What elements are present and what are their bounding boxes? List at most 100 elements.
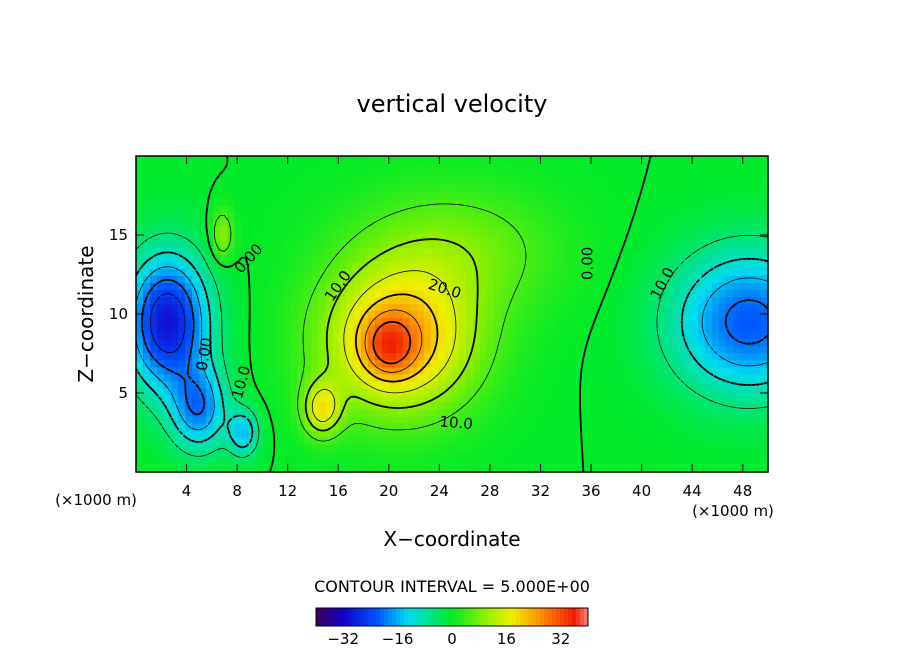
heatmap-cell bbox=[332, 457, 341, 466]
heatmap-cell bbox=[641, 443, 650, 452]
heatmap-cell bbox=[444, 275, 453, 283]
heatmap-cell bbox=[669, 373, 678, 382]
heatmap-cell bbox=[409, 205, 418, 213]
heatmap-cell bbox=[402, 156, 411, 164]
heatmap-cell bbox=[276, 401, 285, 410]
heatmap-cell bbox=[374, 310, 383, 319]
heatmap-cell bbox=[634, 443, 643, 452]
heatmap-cell bbox=[150, 198, 158, 206]
heatmap-cell bbox=[360, 296, 369, 305]
heatmap-cell bbox=[487, 338, 495, 347]
heatmap-cell bbox=[725, 387, 734, 396]
heatmap-cell bbox=[452, 205, 460, 213]
heatmap-cell bbox=[515, 289, 523, 298]
colorbar-segment bbox=[348, 608, 353, 626]
heatmap-cell bbox=[318, 310, 327, 319]
heatmap-cell bbox=[437, 198, 446, 206]
heatmap-cell bbox=[550, 345, 558, 354]
heatmap-cell bbox=[732, 303, 741, 312]
heatmap-cell bbox=[192, 254, 200, 262]
heatmap-cell bbox=[234, 177, 242, 185]
heatmap-cell bbox=[557, 303, 565, 312]
heatmap-cell bbox=[409, 296, 418, 305]
heatmap-cell bbox=[346, 219, 355, 227]
heatmap-cell bbox=[543, 345, 551, 354]
heatmap-cell bbox=[620, 464, 629, 473]
heatmap-cell bbox=[690, 464, 699, 473]
heatmap-cell bbox=[592, 177, 601, 185]
heatmap-cell bbox=[318, 408, 327, 417]
heatmap-cell bbox=[655, 205, 664, 213]
heatmap-cell bbox=[662, 415, 671, 424]
colorbar-segment bbox=[404, 608, 409, 626]
heatmap-cell bbox=[444, 457, 453, 466]
heatmap-cell bbox=[718, 184, 727, 192]
heatmap-cell bbox=[592, 156, 601, 164]
heatmap-cell bbox=[697, 457, 706, 466]
contour-label: 0.00 bbox=[578, 247, 596, 280]
heatmap-cell bbox=[641, 233, 650, 241]
heatmap-cell bbox=[353, 422, 362, 431]
heatmap-cell bbox=[311, 191, 320, 199]
heatmap-cell bbox=[620, 450, 629, 459]
heatmap-cell bbox=[164, 352, 172, 361]
heatmap-cell bbox=[662, 261, 671, 269]
heatmap-cell bbox=[536, 380, 544, 389]
heatmap-cell bbox=[423, 394, 432, 403]
heatmap-cell bbox=[515, 303, 523, 312]
heatmap-cell bbox=[676, 247, 685, 255]
heatmap-cell bbox=[297, 422, 306, 431]
heatmap-cell bbox=[262, 163, 271, 171]
heatmap-cell bbox=[318, 331, 327, 340]
heatmap-cell bbox=[143, 268, 151, 276]
heatmap-cell bbox=[248, 401, 256, 410]
heatmap-cell bbox=[360, 359, 369, 368]
heatmap-cell bbox=[662, 296, 671, 305]
heatmap-cell bbox=[423, 436, 432, 445]
heatmap-cell bbox=[655, 359, 664, 368]
heatmap-cell bbox=[473, 345, 481, 354]
heatmap-cell bbox=[508, 457, 516, 466]
heatmap-cell bbox=[276, 184, 285, 192]
heatmap-cell bbox=[494, 464, 502, 473]
heatmap-cell bbox=[557, 233, 565, 241]
heatmap-cell bbox=[571, 436, 579, 445]
contour-line bbox=[205, 155, 652, 473]
heatmap-cell bbox=[459, 338, 467, 347]
heatmap-cell bbox=[367, 429, 376, 438]
heatmap-cell bbox=[395, 380, 404, 389]
heatmap-cell bbox=[311, 401, 320, 410]
heatmap-cell bbox=[311, 317, 320, 326]
heatmap-cell bbox=[683, 443, 692, 452]
heatmap-cell bbox=[339, 443, 348, 452]
heatmap-cell bbox=[718, 254, 727, 262]
heatmap-cell bbox=[522, 198, 530, 206]
heatmap-cell bbox=[206, 401, 214, 410]
heatmap-cell bbox=[395, 198, 404, 206]
heatmap-cell bbox=[346, 240, 355, 248]
heatmap-cell bbox=[227, 268, 235, 276]
heatmap-cell bbox=[367, 373, 376, 382]
heatmap-cell bbox=[248, 289, 256, 298]
heatmap-cell bbox=[760, 422, 769, 431]
heatmap-cell bbox=[564, 254, 572, 262]
heatmap-cell bbox=[536, 289, 544, 298]
heatmap-cell bbox=[676, 233, 685, 241]
heatmap-cell bbox=[304, 240, 313, 248]
heatmap-cell bbox=[606, 380, 615, 389]
heatmap-cell bbox=[543, 359, 551, 368]
heatmap-cell bbox=[550, 156, 558, 164]
heatmap-cell bbox=[641, 408, 650, 417]
heatmap-cell bbox=[283, 247, 292, 255]
heatmap-cell bbox=[487, 233, 495, 241]
heatmap-cell bbox=[613, 233, 622, 241]
heatmap-cell bbox=[725, 219, 734, 227]
heatmap-cell bbox=[599, 240, 608, 248]
heatmap-cell bbox=[430, 310, 439, 319]
heatmap-cell bbox=[409, 338, 418, 347]
heatmap-cell bbox=[676, 205, 685, 213]
heatmap-cell bbox=[571, 457, 579, 466]
heatmap-cell bbox=[718, 156, 727, 164]
heatmap-cell bbox=[690, 219, 699, 227]
heatmap-cell bbox=[599, 156, 608, 164]
